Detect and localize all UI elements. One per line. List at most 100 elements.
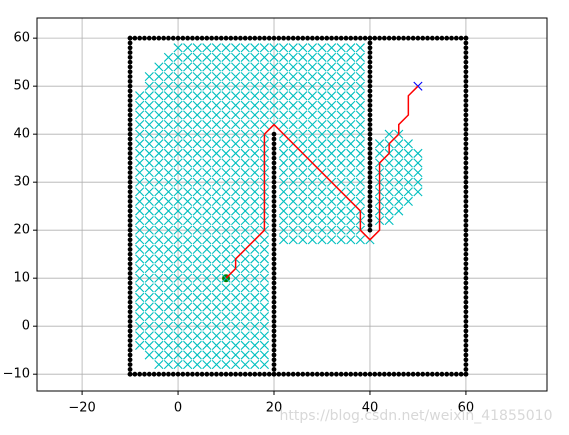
explored-node xyxy=(231,350,241,360)
explored-node xyxy=(231,360,241,370)
x-tick-label: −20 xyxy=(68,401,95,416)
obstacle-point xyxy=(180,35,186,41)
explored-node xyxy=(183,215,193,226)
explored-node xyxy=(346,139,356,149)
explored-node xyxy=(259,331,270,341)
explored-node xyxy=(173,225,183,235)
obstacle-point xyxy=(463,294,469,300)
obstacle-point xyxy=(271,251,277,257)
explored-node xyxy=(163,81,174,91)
explored-node xyxy=(346,206,356,216)
explored-node xyxy=(173,100,183,110)
explored-node xyxy=(307,71,317,82)
explored-node xyxy=(403,187,413,197)
explored-node xyxy=(202,215,212,226)
explored-node xyxy=(317,110,327,120)
explored-node xyxy=(288,196,298,206)
explored-node xyxy=(144,119,154,130)
explored-node xyxy=(154,331,164,341)
explored-node xyxy=(144,187,154,197)
obstacle-point xyxy=(271,294,277,300)
explored-node xyxy=(288,119,298,130)
explored-node xyxy=(173,360,183,370)
explored-node xyxy=(231,158,241,168)
explored-node xyxy=(413,158,423,168)
obstacle-point xyxy=(367,179,373,185)
obstacle-point xyxy=(463,179,469,185)
explored-node xyxy=(202,360,212,370)
obstacle-point xyxy=(271,189,277,195)
explored-node xyxy=(202,225,212,235)
obstacle-point xyxy=(463,299,469,305)
obstacle-point xyxy=(453,35,459,41)
explored-node xyxy=(394,148,404,158)
explored-node xyxy=(202,331,212,341)
obstacle-point xyxy=(463,50,469,55)
obstacle-point xyxy=(127,328,133,334)
obstacle-point xyxy=(463,362,469,367)
explored-node xyxy=(336,139,346,149)
explored-node xyxy=(173,235,183,245)
explored-node xyxy=(144,129,154,139)
explored-node xyxy=(394,206,404,216)
obstacle-point xyxy=(391,371,397,377)
obstacle-point xyxy=(204,371,210,377)
obstacle-point xyxy=(343,371,349,377)
explored-node xyxy=(154,225,164,235)
explored-node xyxy=(173,331,183,341)
explored-node xyxy=(192,215,202,226)
explored-node xyxy=(279,167,289,178)
explored-node xyxy=(403,177,413,187)
explored-node xyxy=(288,225,298,235)
explored-node xyxy=(336,43,346,53)
explored-node xyxy=(192,81,202,91)
obstacle-point xyxy=(127,304,133,310)
explored-node xyxy=(240,273,250,283)
obstacle-point xyxy=(271,174,277,180)
explored-node xyxy=(221,340,231,350)
explored-node xyxy=(144,244,154,254)
explored-node xyxy=(298,71,308,82)
explored-node xyxy=(231,81,241,91)
explored-node xyxy=(355,158,365,168)
explored-node xyxy=(192,283,202,293)
obstacle-point xyxy=(367,203,373,209)
explored-node xyxy=(144,158,154,168)
obstacle-point xyxy=(391,35,397,41)
explored-node xyxy=(221,244,231,254)
obstacle-point xyxy=(271,208,277,214)
obstacle-point xyxy=(458,35,464,41)
explored-node xyxy=(144,340,154,350)
explored-node xyxy=(298,129,308,139)
explored-node xyxy=(154,283,164,293)
explored-node xyxy=(192,139,202,149)
obstacle-point xyxy=(127,203,133,209)
y-tick-label: 0 xyxy=(22,319,30,334)
obstacle-point xyxy=(238,35,243,41)
explored-node xyxy=(221,254,231,264)
explored-node xyxy=(298,119,308,130)
obstacle-point xyxy=(381,371,387,377)
explored-node xyxy=(144,91,154,101)
explored-node xyxy=(250,244,260,254)
explored-node xyxy=(317,225,327,235)
obstacle-point xyxy=(127,290,133,295)
explored-node xyxy=(154,360,164,370)
explored-node xyxy=(163,254,174,264)
explored-node xyxy=(336,158,346,168)
explored-node xyxy=(135,244,145,254)
explored-node xyxy=(394,158,404,168)
explored-node xyxy=(154,91,164,101)
grid xyxy=(37,18,547,391)
obstacle-point xyxy=(367,198,373,204)
explored-node xyxy=(307,81,317,91)
explored-node xyxy=(346,129,356,139)
explored-node xyxy=(135,177,145,187)
obstacle-point xyxy=(295,371,301,377)
obstacle-point xyxy=(252,371,258,377)
obstacle-point xyxy=(367,136,373,142)
obstacle-point xyxy=(333,371,339,377)
explored-node xyxy=(183,244,193,254)
obstacle-point xyxy=(410,371,416,377)
obstacle-point xyxy=(271,198,277,204)
